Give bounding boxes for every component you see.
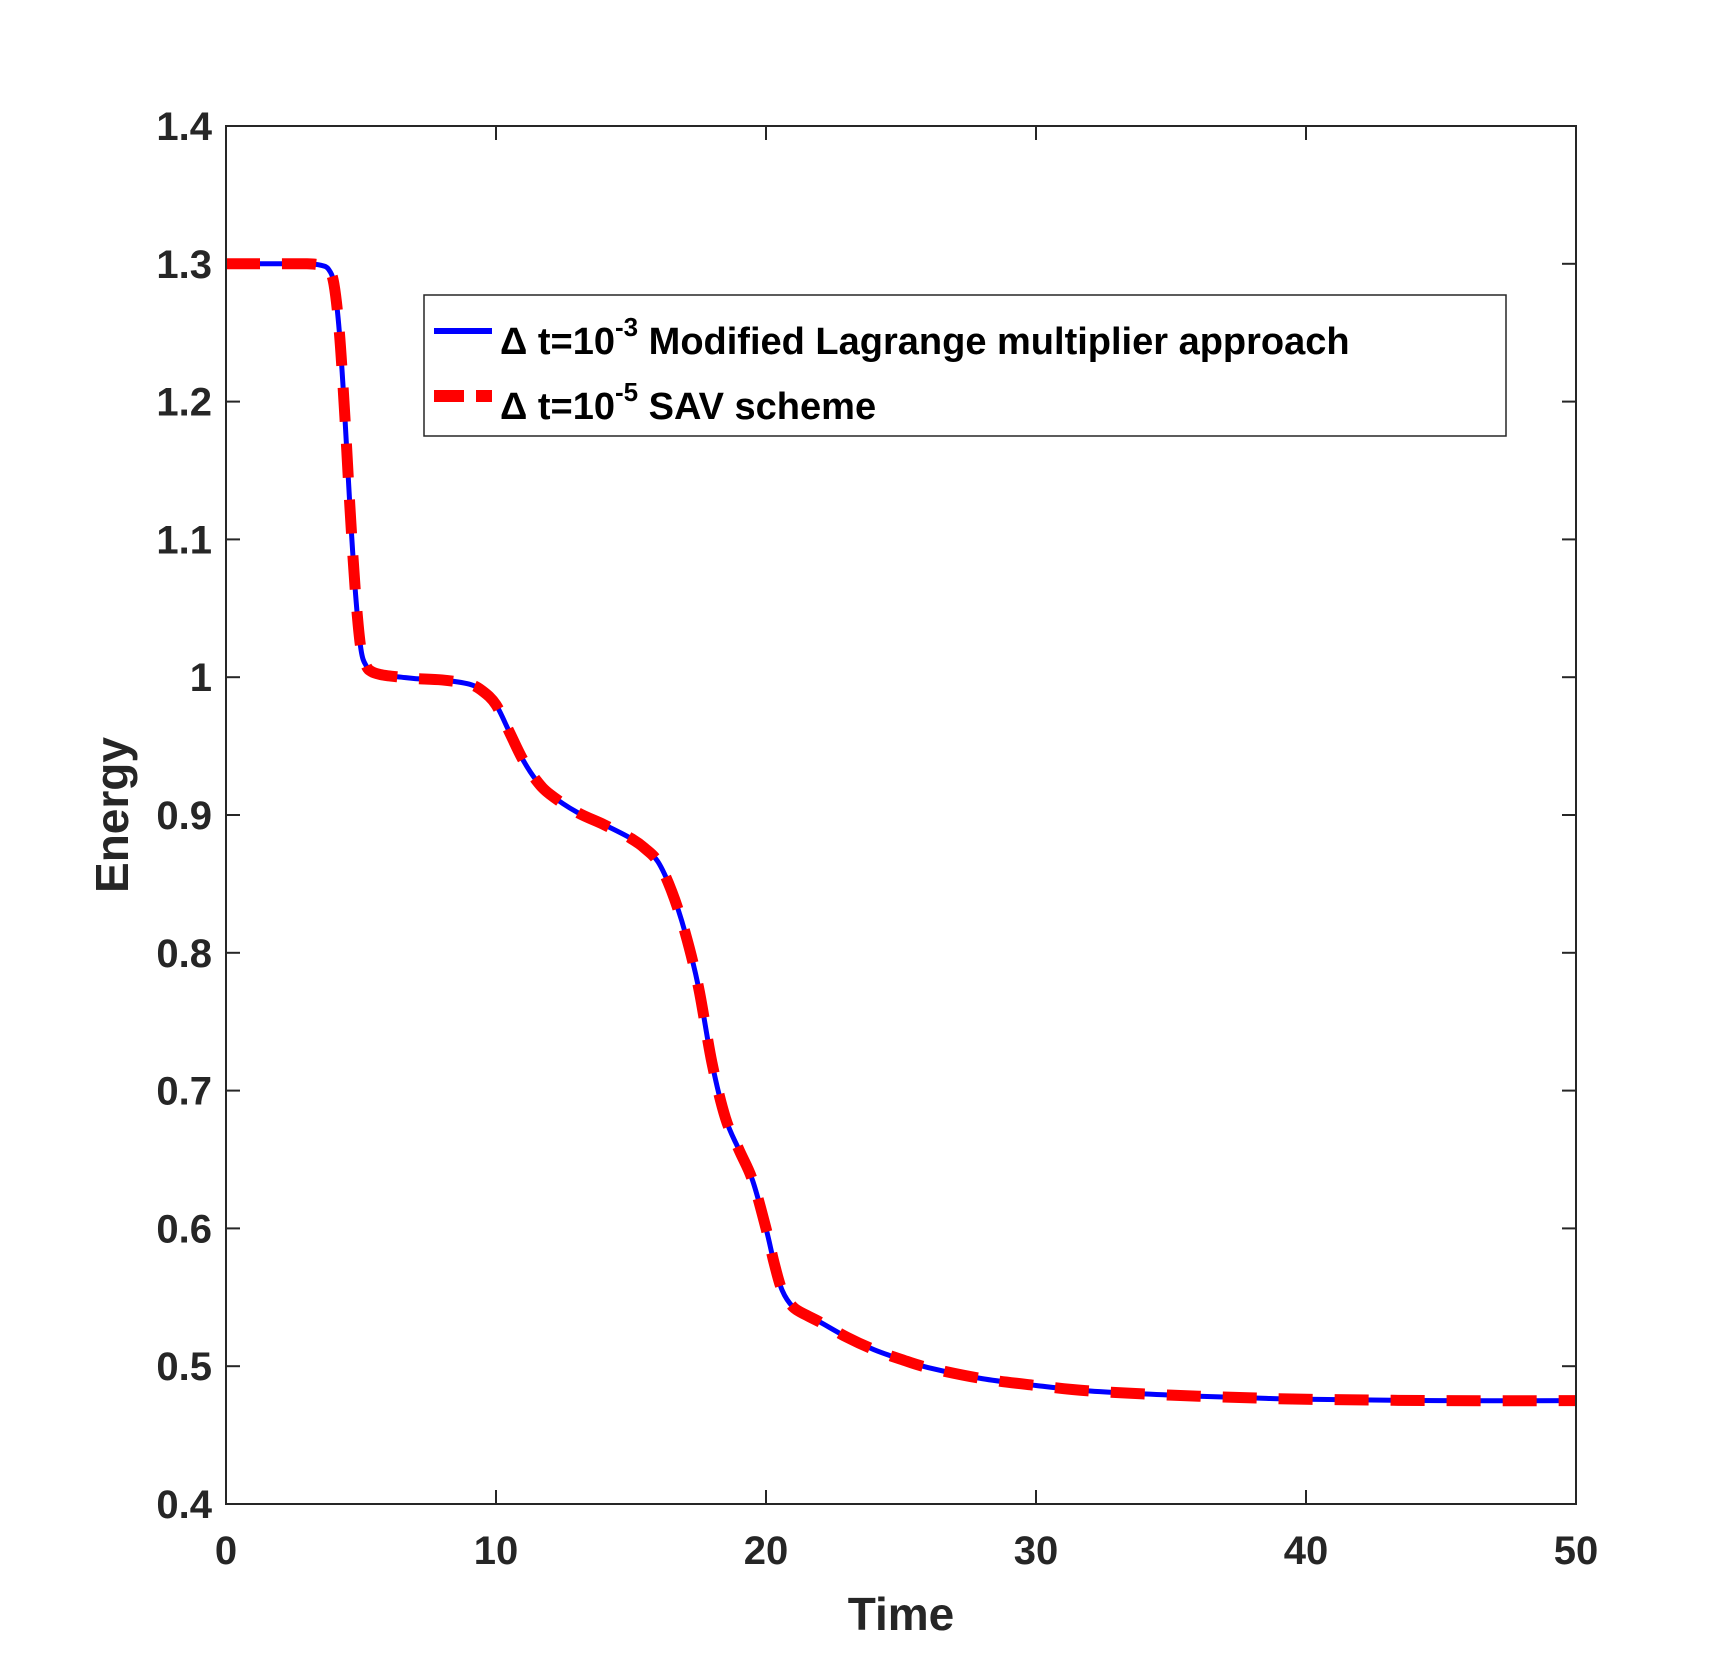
y-tick-label: 0.8 xyxy=(156,932,212,976)
y-tick-labels: 0.4 0.5 0.6 0.7 0.8 0.9 1 1.1 1.2 1.3 1.4 xyxy=(156,105,212,1527)
legend-entry-series-1-prefix: Δ t=10 xyxy=(500,321,615,363)
legend-box xyxy=(423,294,1507,437)
y-tick-label: 1.4 xyxy=(156,105,212,149)
y-tick-label: 0.6 xyxy=(156,1207,212,1251)
legend-entry-series-1-exponent: -3 xyxy=(615,312,638,342)
x-tick-label: 30 xyxy=(1014,1529,1059,1573)
legend-entry-series-1: Δ t=10-3 Modified Lagrange multiplier ap… xyxy=(500,312,1350,363)
x-tick-label: 0 xyxy=(215,1529,237,1573)
y-tick-label: 0.5 xyxy=(156,1345,212,1389)
legend: Δ t=10-3 Modified Lagrange multiplier ap… xyxy=(423,294,1507,437)
x-tick-label: 20 xyxy=(744,1529,789,1573)
y-axis-label: Energy xyxy=(86,737,138,893)
plot-area-frame xyxy=(225,125,1577,1505)
series-layer xyxy=(226,258,1576,1407)
x-tick-labels: 0 10 20 30 40 50 xyxy=(215,1529,1598,1573)
legend-entry-series-2: Δ t=10-5 SAV scheme xyxy=(500,377,876,428)
x-tick-label: 40 xyxy=(1284,1529,1329,1573)
y-tick-label: 0.9 xyxy=(156,794,212,838)
legend-entry-series-2-suffix: SAV scheme xyxy=(638,386,876,428)
y-tick-label: 1.2 xyxy=(156,381,212,425)
legend-entry-series-2-exponent: -5 xyxy=(615,377,638,407)
y-tick-label: 1 xyxy=(190,656,212,700)
legend-entry-series-1-suffix: Modified Lagrange multiplier approach xyxy=(638,321,1350,363)
series-line-2 xyxy=(226,258,1576,1407)
y-tick-label: 1.1 xyxy=(156,518,212,562)
y-tick-label: 0.7 xyxy=(156,1070,212,1114)
legend-entry-series-2-prefix: Δ t=10 xyxy=(500,386,615,428)
y-tick-label: 1.3 xyxy=(156,243,212,287)
y-tick-label: 0.4 xyxy=(156,1483,212,1527)
x-tick-label: 50 xyxy=(1554,1529,1599,1573)
x-axis-label: Time xyxy=(848,1588,955,1640)
x-tick-label: 10 xyxy=(474,1529,519,1573)
